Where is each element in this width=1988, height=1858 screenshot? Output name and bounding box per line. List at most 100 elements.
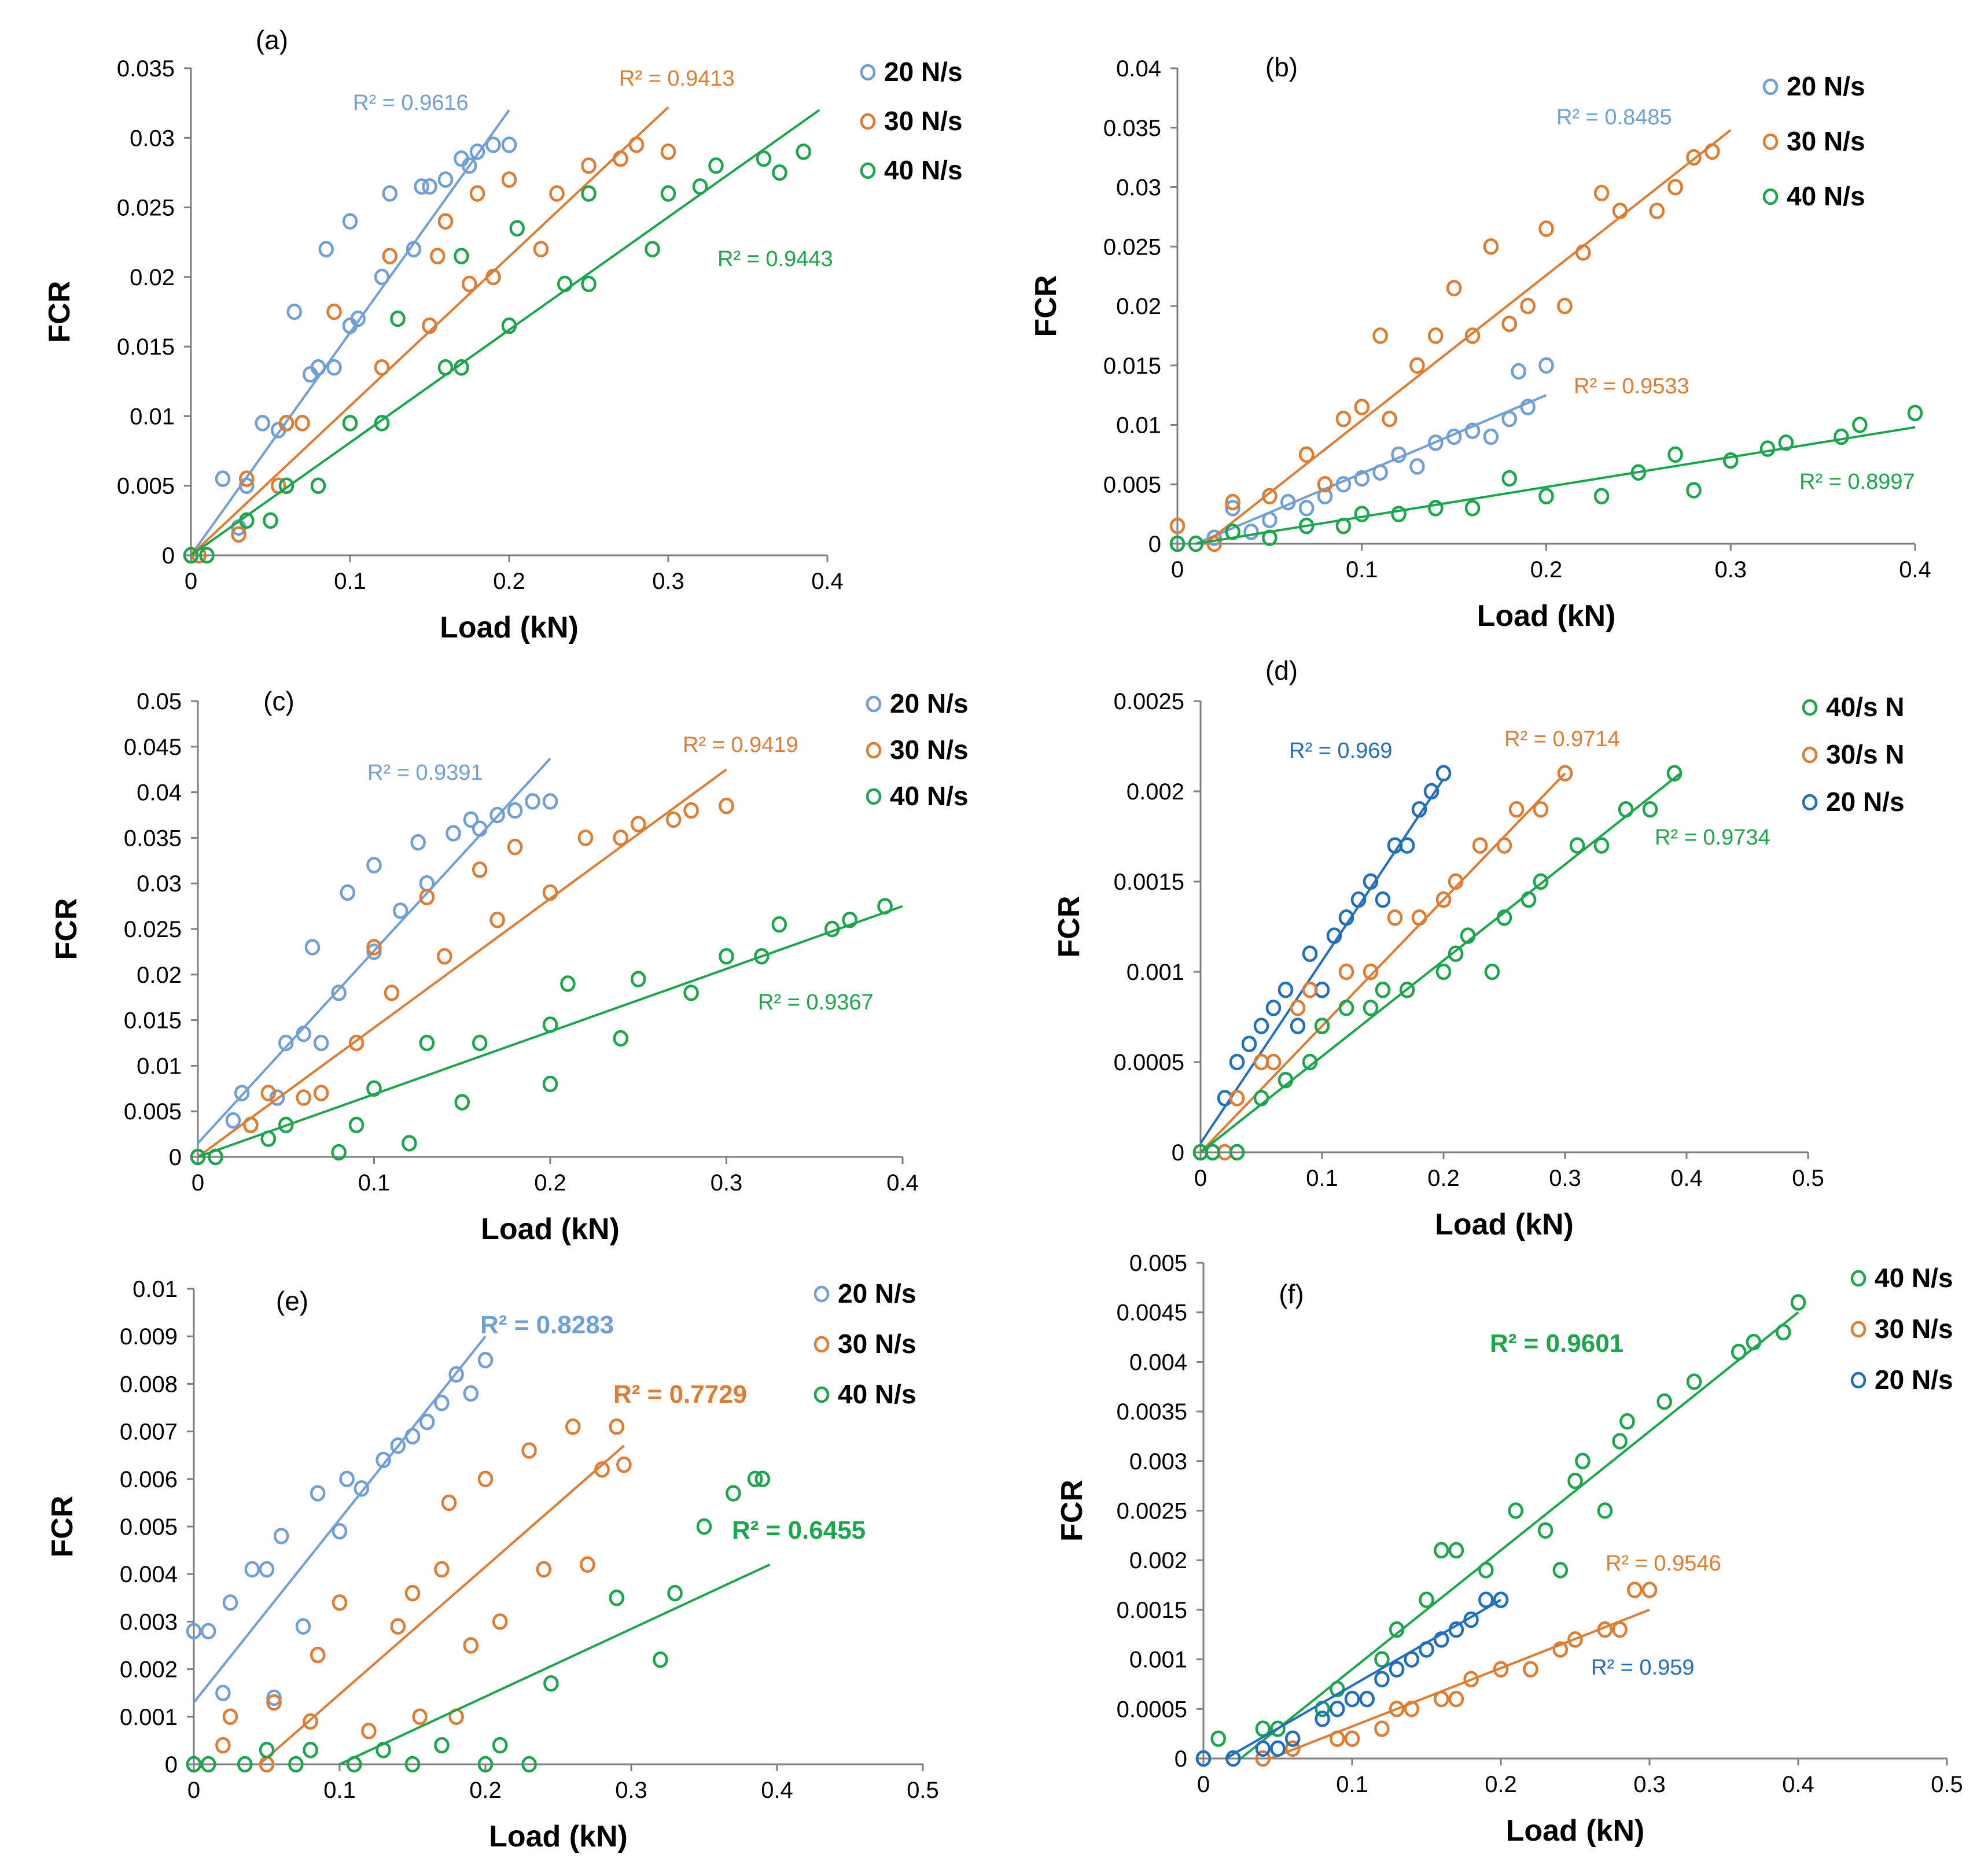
legend-label: 40 N/s: [838, 1379, 916, 1409]
data-point: [1314, 1018, 1330, 1034]
legend-label: 40 N/s: [884, 155, 963, 185]
x-tick-label: 0: [1194, 1166, 1207, 1191]
data-point: [446, 825, 461, 842]
x-tick-label: 0.1: [1336, 1772, 1368, 1797]
data-point: [581, 275, 597, 293]
data-point: [1419, 1591, 1434, 1609]
data-point: [1484, 963, 1500, 980]
y-tick-label: 0.004: [120, 1562, 178, 1587]
data-point: [1641, 1581, 1658, 1598]
y-tick-label: 0.02: [130, 265, 175, 290]
data-point: [382, 185, 397, 202]
y-tick-label: 0.005: [1129, 1251, 1187, 1276]
data-point: [326, 303, 342, 320]
data-point: [696, 1518, 712, 1535]
x-tick-label: 0.4: [811, 569, 844, 594]
legend-entry: 20 N/s: [1802, 787, 1905, 817]
data-point: [1290, 1018, 1306, 1034]
r-squared-label: R² = 0.9714: [1504, 727, 1620, 751]
data-point: [1195, 1750, 1212, 1767]
data-point: [1270, 1720, 1286, 1737]
data-point: [1409, 458, 1425, 475]
series-30-n-s: R² = 0.7729: [186, 1380, 747, 1773]
panel-label: (a): [256, 25, 288, 55]
y-tick-label: 0.01: [130, 404, 175, 429]
data-point: [1852, 416, 1868, 433]
y-axis-title: FCR: [50, 898, 83, 960]
trendline: [1199, 778, 1445, 1144]
x-tick-label: 0.2: [534, 1170, 566, 1196]
legend-marker: [860, 162, 876, 179]
r-squared-label: R² = 0.9443: [717, 247, 833, 271]
x-tick-label: 0.1: [323, 1778, 356, 1803]
data-point: [1552, 1562, 1569, 1579]
data-point: [1210, 1730, 1226, 1747]
data-point: [842, 911, 857, 928]
legend-marker: [813, 1386, 830, 1403]
data-point: [294, 415, 310, 432]
data-point: [1567, 1472, 1583, 1490]
data-point: [1642, 801, 1658, 818]
x-axis-title: Load (kN): [1506, 1814, 1645, 1848]
r-squared-label: R² = 0.8485: [1556, 105, 1672, 130]
legend-entry: 20 N/s: [1850, 1365, 1953, 1395]
data-point: [1374, 1720, 1390, 1737]
x-tick-label: 0.5: [1792, 1166, 1824, 1191]
data-point: [719, 797, 734, 814]
data-point: [332, 1594, 348, 1611]
data-point: [1399, 981, 1415, 998]
data-point: [1464, 500, 1481, 517]
data-point: [549, 185, 565, 202]
legend-entry: 40 N/s: [1850, 1263, 1953, 1293]
y-tick-label: 0.035: [1103, 116, 1161, 141]
data-point: [577, 830, 594, 846]
data-point: [1511, 363, 1526, 380]
data-point: [1533, 801, 1549, 818]
data-point: [1612, 1621, 1628, 1638]
data-point: [771, 916, 787, 933]
data-point: [472, 861, 488, 878]
x-tick-label: 0.2: [1427, 1166, 1460, 1191]
data-point: [1463, 1671, 1479, 1688]
data-point: [1255, 1720, 1271, 1737]
data-point: [374, 359, 390, 376]
data-point: [259, 1561, 275, 1578]
data-point: [215, 470, 231, 487]
y-tick-label: 0.005: [117, 474, 175, 499]
data-point: [1302, 945, 1318, 963]
data-point: [1205, 1144, 1221, 1161]
series-30-n-s: R² = 0.9714: [1192, 727, 1620, 1161]
data-point: [375, 1451, 391, 1469]
trendline: [1269, 1609, 1650, 1760]
data-point: [414, 178, 429, 195]
y-tick-label: 0.002: [1129, 1548, 1187, 1573]
data-point: [536, 1561, 552, 1578]
panel-f: 0 0.1 0.2 0.3 0.4 0.5 0 0.0005 0.001 0.0015 0.002 0…: [1055, 1251, 1963, 1848]
series-40-n-s: R² = 0.9734: [1192, 765, 1770, 1161]
data-point: [1169, 535, 1186, 552]
data-point: [1593, 837, 1610, 854]
data-point: [521, 1756, 537, 1773]
legend-entry: 40 N/s: [1762, 181, 1865, 211]
data-point: [631, 816, 646, 833]
data-point: [286, 303, 302, 320]
data-point: [463, 1385, 479, 1402]
legend-entry: 30 N/s: [860, 106, 963, 136]
y-tick-label: 0.005: [124, 1099, 182, 1125]
data-point: [1478, 1591, 1494, 1609]
data-point: [477, 1756, 494, 1773]
y-tick-label: 0.0015: [1114, 869, 1184, 895]
trendline: [193, 1335, 487, 1704]
legend-label: 30 N/s: [1875, 1314, 1953, 1344]
data-point: [448, 1366, 464, 1383]
y-tick-label: 0.01: [1116, 413, 1161, 438]
data-point: [384, 985, 400, 1001]
data-point: [263, 512, 278, 529]
data-point: [1344, 1690, 1360, 1708]
data-point: [454, 1094, 470, 1111]
data-point: [244, 1561, 260, 1578]
legend-label: 20 N/s: [1787, 71, 1865, 101]
data-point: [434, 1395, 450, 1411]
x-tick-label: 0.4: [1782, 1772, 1814, 1797]
data-point: [609, 1590, 625, 1606]
